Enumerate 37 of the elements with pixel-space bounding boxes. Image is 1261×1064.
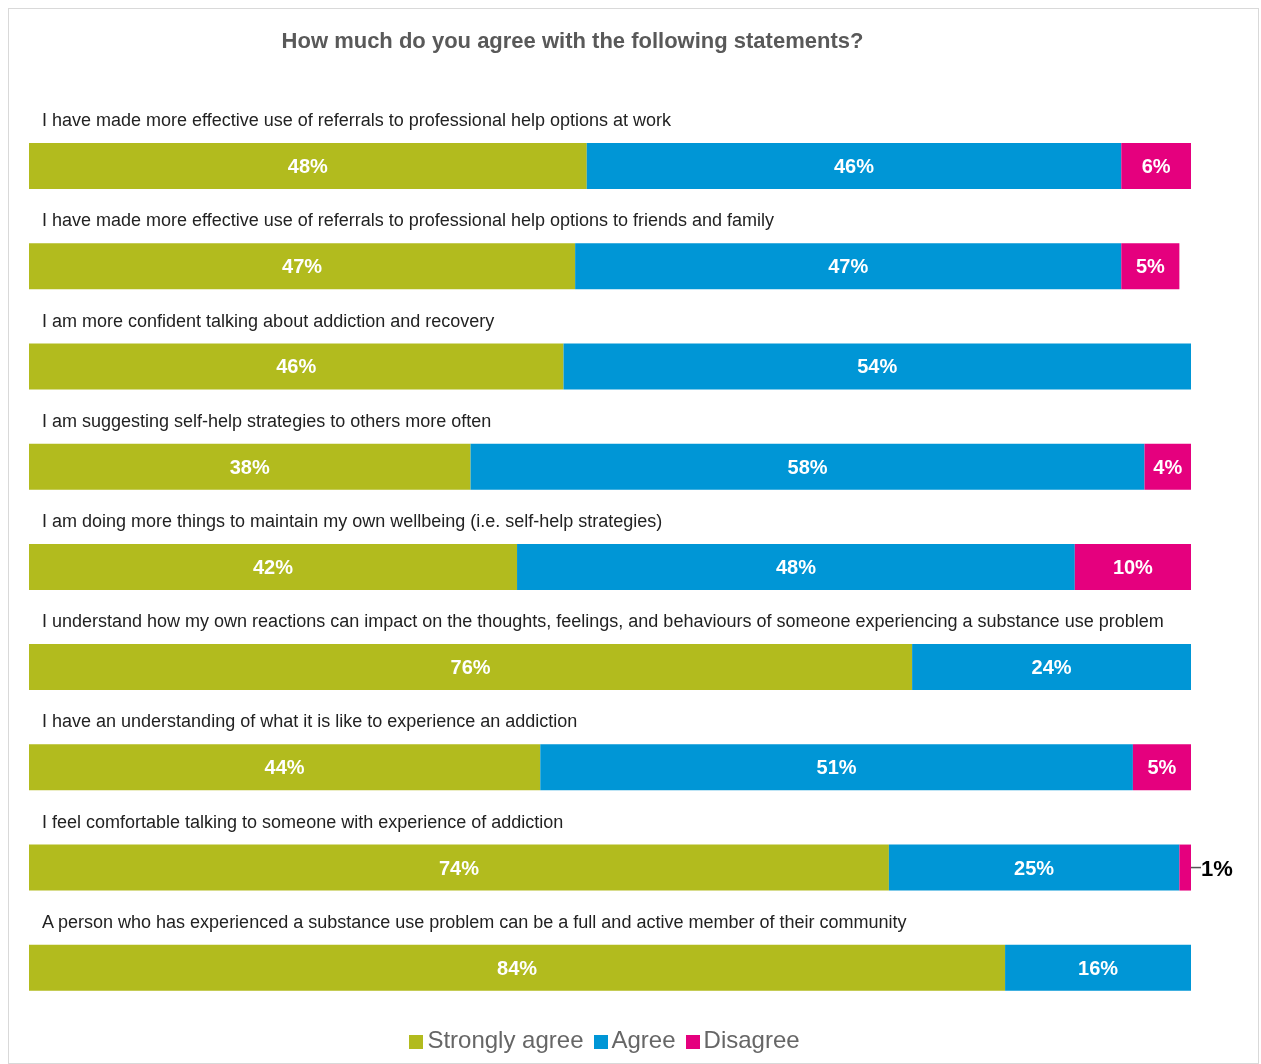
data-label: 48% [287,155,329,177]
data-label: 5% [1135,255,1165,278]
data-label: 84% [497,956,538,979]
data-label: 54% [857,355,898,378]
y-tick-label: I have made more effective use of referrals to professional help options at work [42,110,672,131]
data-label: 46% [276,355,317,378]
data-label: 25% [1014,856,1055,879]
y-tick-label: I have an understanding of what it is like to experience an addiction [42,711,578,732]
data-label: 44% [264,756,305,779]
data-label: 48% [775,555,817,578]
data-label: 76% [450,656,491,679]
y-tick-label: I feel comfortable talking to someone with experience of addiction [42,811,564,832]
y-tick-label: A person who has experienced a substance use problem can be a full and active member of their community [42,911,907,932]
data-label: 10% [1112,555,1154,578]
legend-label: Strongly agree [427,1026,584,1053]
y-tick-label: I have made more effective use of referrals to professional help options to friends and family [42,210,775,231]
chart-title: How much do you agree with the following statements? [280,28,865,54]
data-label: 5% [1147,756,1177,779]
data-label: 38% [229,455,271,478]
data-label: 74% [438,856,480,879]
data-label: 24% [1031,656,1072,679]
y-tick-label: I am doing more things to maintain my own wellbeing (i.e. self-help strategies) [42,511,663,531]
data-label: 46% [834,155,875,177]
data-label: 16% [1078,956,1119,979]
data-label: 47% [282,255,323,278]
y-tick-label: I am suggesting self-help strategies to others more often [42,410,492,431]
data-label: 1% [1201,855,1233,881]
legend-label: Agree [611,1026,676,1053]
data-label: 58% [787,455,828,478]
legend-label: Disagree [703,1026,800,1053]
data-label: 42% [253,555,294,578]
data-label: 4% [1153,455,1183,478]
data-label: 6% [1141,155,1171,177]
data-label: 51% [816,756,857,779]
y-tick-label: I understand how my own reactions can impact on the thoughts, feelings, and behaviours of someone experiencing a substance use problem [42,611,1164,632]
y-tick-label: I am more confident talking about addiction and recovery [42,310,495,331]
data-label: 47% [828,255,869,278]
